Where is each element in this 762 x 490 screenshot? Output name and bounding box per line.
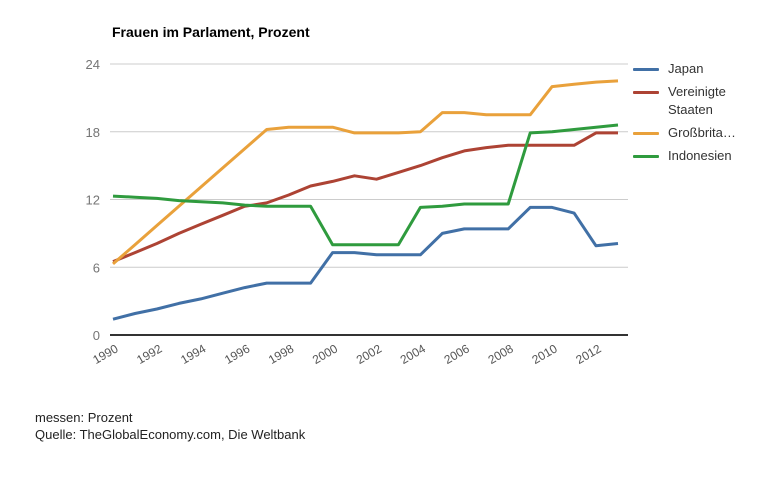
series-line-vereinigte-staaten[interactable] [112,131,618,263]
x-tick-label: 1990 [90,341,120,367]
legend-item-indonesien[interactable]: Indonesien [633,147,761,165]
y-tick-label: 0 [93,328,100,343]
legend-swatch-vereinigte-staaten [633,91,659,94]
x-tick-label: 1994 [178,341,208,367]
legend-label: Japan [668,61,704,76]
legend-swatch-grossbritannien [633,132,659,135]
x-tick-label: 1998 [266,341,296,367]
legend: Japan Vereinigte Staaten Großbrita… Indones… [633,60,761,165]
x-tick-label: 2002 [354,341,384,367]
y-tick-label: 24 [86,57,100,72]
chart-svg: 0 6 12 18 24 1990 1992 1994 1996 1998 2000 2002 2004… [86,57,628,367]
y-tick-label: 18 [86,125,100,140]
series-line-grossbritannien[interactable] [112,79,619,266]
measure-note: messen: Prozent [35,410,133,425]
legend-label: Vereinigte Staaten [668,84,726,117]
x-tick-label: 1992 [134,341,164,367]
series-line-indonesien[interactable] [112,123,619,247]
x-tick-label: 2008 [486,341,516,367]
series-line-japan[interactable] [112,205,619,321]
legend-item-grossbritannien[interactable]: Großbrita… [633,124,761,142]
legend-item-japan[interactable]: Japan [633,60,761,78]
legend-item-vereinigte-staaten[interactable]: Vereinigte Staaten [633,83,761,119]
chart-title: Frauen im Parlament, Prozent [112,24,310,40]
x-tick-label: 1996 [222,341,252,367]
y-tick-label: 12 [86,193,100,208]
y-tick-label: 6 [93,260,100,275]
legend-label: Indonesien [668,148,732,163]
legend-label: Großbrita… [668,125,736,140]
legend-swatch-indonesien [633,155,659,158]
x-tick-label: 2006 [442,341,472,367]
x-tick-label: 2012 [573,341,603,367]
source-note: Quelle: TheGlobalEconomy.com, Die Weltba… [35,427,306,442]
legend-swatch-japan [633,68,659,71]
chart-footnote: messen: Prozent Quelle: TheGlobalEconomy… [35,409,305,443]
x-tick-label: 2010 [530,341,560,367]
x-tick-label: 2004 [398,341,428,367]
x-tick-label: 2000 [310,341,340,367]
